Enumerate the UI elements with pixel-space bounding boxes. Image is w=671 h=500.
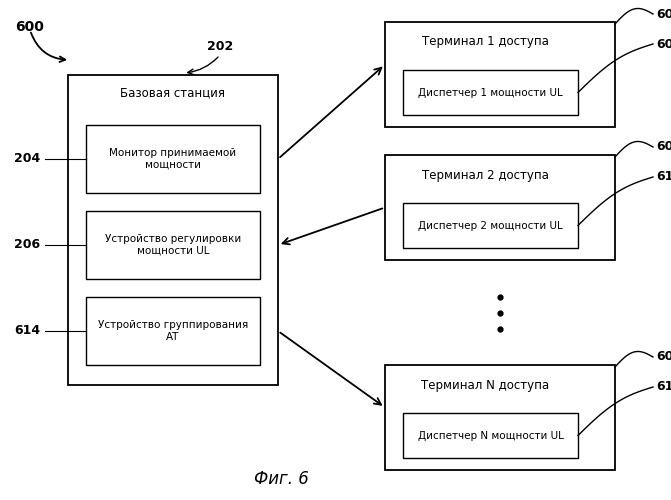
Bar — [385, 22, 615, 127]
Text: 206: 206 — [14, 238, 40, 252]
Bar — [86, 297, 260, 365]
Bar — [403, 70, 578, 115]
Text: 600: 600 — [15, 20, 44, 34]
Text: Диспетчер 1 мощности UL: Диспетчер 1 мощности UL — [418, 88, 563, 98]
Text: 608: 608 — [656, 38, 671, 51]
Bar — [86, 211, 260, 279]
Text: Монитор принимаемой
мощности: Монитор принимаемой мощности — [109, 148, 237, 170]
Text: 202: 202 — [207, 40, 233, 53]
Text: Базовая станция: Базовая станция — [121, 86, 225, 100]
Text: Терминал 1 доступа: Терминал 1 доступа — [421, 36, 548, 49]
Text: Терминал 2 доступа: Терминал 2 доступа — [421, 168, 548, 181]
Bar — [403, 203, 578, 248]
Text: 606: 606 — [656, 350, 671, 364]
Bar — [385, 155, 615, 260]
Text: 604: 604 — [656, 140, 671, 153]
Text: 614: 614 — [14, 324, 40, 338]
Text: Диспетчер N мощности UL: Диспетчер N мощности UL — [417, 430, 564, 440]
Text: Фиг. 6: Фиг. 6 — [254, 470, 309, 488]
Text: 204: 204 — [13, 152, 40, 166]
Text: 610: 610 — [656, 170, 671, 183]
Bar — [403, 413, 578, 458]
Text: 612: 612 — [656, 380, 671, 394]
Text: 602: 602 — [656, 8, 671, 20]
Bar — [68, 75, 278, 385]
Bar — [86, 125, 260, 193]
Text: Устройство регулировки
мощности UL: Устройство регулировки мощности UL — [105, 234, 241, 256]
Text: Диспетчер 2 мощности UL: Диспетчер 2 мощности UL — [418, 220, 563, 230]
Text: Устройство группирования
АТ: Устройство группирования АТ — [98, 320, 248, 342]
Bar — [385, 365, 615, 470]
Text: Терминал N доступа: Терминал N доступа — [421, 378, 549, 392]
